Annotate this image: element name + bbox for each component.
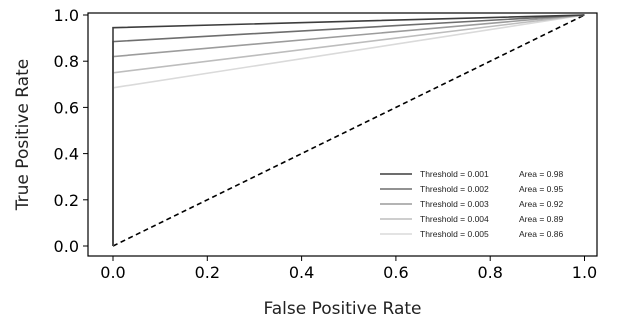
x-tick-label: 0.2	[195, 263, 220, 282]
reference-diagonal-line	[112, 14, 585, 247]
x-tick-label: 0.6	[383, 263, 408, 282]
x-tick-label: 0.4	[289, 263, 314, 282]
legend-label-5: Threshold = 0.005	[420, 229, 489, 239]
axes: 0.0 0.2 0.4 0.6 0.8 1.0 0.0 0.2 0.4 0.6 0.8 1.0	[54, 6, 598, 282]
legend-area-2: Area = 0.95	[519, 184, 563, 194]
legend-area-3: Area = 0.92	[519, 199, 563, 209]
legend-area-4: Area = 0.89	[519, 214, 563, 224]
y-axis-title: True Positive Rate	[13, 59, 33, 211]
y-tick-label: 0.2	[54, 191, 79, 210]
y-tick-label: 0.4	[54, 145, 79, 164]
x-tick-label: 0.0	[100, 263, 125, 282]
plot-frame	[87, 12, 598, 257]
y-tick-label: 0.6	[54, 98, 79, 117]
legend: Threshold = 0.001 Area = 0.98 Threshold = …	[380, 169, 563, 239]
plot-area	[112, 14, 585, 247]
y-tick-label: 0.8	[54, 52, 79, 71]
x-tick-label: 1.0	[572, 263, 597, 282]
x-tick-label: 0.8	[477, 263, 502, 282]
x-axis-title: False Positive Rate	[264, 299, 422, 319]
series-line-1	[112, 14, 585, 246]
legend-area-5: Area = 0.86	[519, 229, 563, 239]
legend-label-3: Threshold = 0.003	[420, 199, 489, 209]
legend-label-4: Threshold = 0.004	[420, 214, 489, 224]
legend-label-2: Threshold = 0.002	[420, 184, 489, 194]
y-tick-label: 0.0	[54, 237, 79, 256]
y-tick-label: 1.0	[54, 6, 79, 25]
legend-label-1: Threshold = 0.001	[420, 169, 489, 179]
legend-area-1: Area = 0.98	[519, 169, 563, 179]
